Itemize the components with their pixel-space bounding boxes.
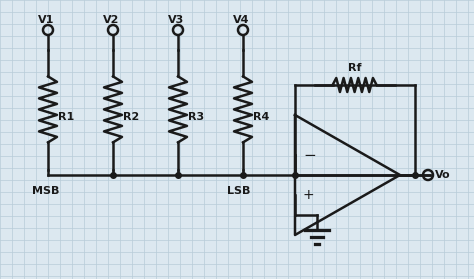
Text: −: − (303, 148, 316, 162)
Text: R3: R3 (188, 112, 204, 122)
Text: V3: V3 (168, 15, 184, 25)
Text: Rf: Rf (348, 63, 362, 73)
Text: +: + (303, 188, 315, 202)
Text: R1: R1 (58, 112, 74, 122)
Text: R2: R2 (123, 112, 139, 122)
Text: MSB: MSB (32, 186, 59, 196)
Text: LSB: LSB (227, 186, 250, 196)
Text: V1: V1 (38, 15, 55, 25)
Text: V4: V4 (233, 15, 249, 25)
Text: Vo: Vo (435, 170, 451, 180)
Text: R4: R4 (253, 112, 269, 122)
Text: V2: V2 (103, 15, 119, 25)
